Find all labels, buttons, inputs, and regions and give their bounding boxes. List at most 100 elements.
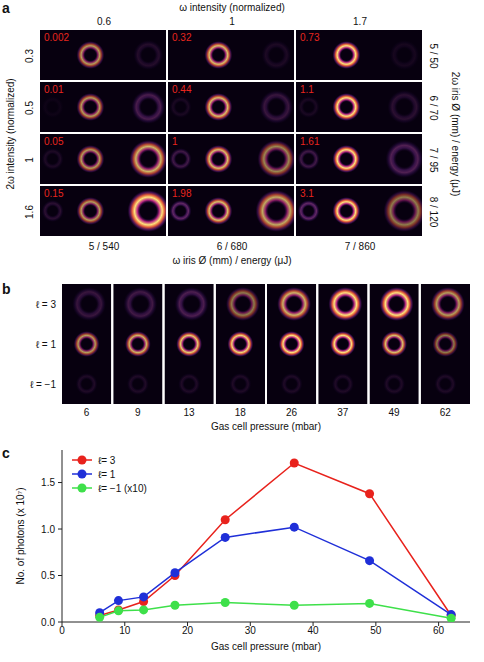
image-background (165, 284, 214, 404)
image-column (267, 284, 316, 404)
tick-label: 7 / 860 (345, 241, 376, 252)
image-background (40, 30, 166, 80)
image-column (318, 284, 367, 404)
image-background (296, 82, 422, 132)
image-column (165, 284, 214, 404)
beam-profile (259, 90, 293, 124)
cell-value: 0.32 (172, 32, 192, 43)
cell-value: 1.98 (172, 188, 192, 199)
beam-profile (332, 93, 360, 121)
axis-title: ω intensity (normalized) (179, 2, 285, 13)
panel-letter: c (2, 445, 10, 461)
cell-value: 0.002 (44, 32, 69, 43)
beam-profile (380, 287, 414, 321)
panel-letter: b (2, 281, 11, 297)
cell-value: 1 (172, 136, 178, 147)
tick-label: 1.6 (24, 205, 35, 219)
beam-profile (332, 373, 354, 395)
image-background (370, 284, 419, 404)
beam-profile (389, 40, 419, 70)
image-cell (40, 134, 166, 184)
cell-value: 0.01 (44, 84, 64, 95)
beam-profile (76, 145, 104, 173)
series-line (100, 602, 452, 618)
y-axis (62, 450, 63, 622)
tick-label: 13 (184, 407, 196, 418)
legend: ℓ= 3ℓ= 1ℓ= −1 (x10) (72, 455, 147, 494)
tick-label: 7 / 95 (428, 147, 439, 172)
image-cell (40, 186, 166, 236)
image-cell (296, 82, 422, 132)
row-label: ℓ = 1 (36, 339, 57, 350)
beam-profile (279, 331, 305, 357)
y-tick (58, 622, 62, 623)
beam-profile (175, 287, 209, 321)
figure: aω intensity (normalized)0.611.72ω inten… (0, 0, 484, 662)
data-point (365, 599, 374, 608)
x-axis (62, 622, 470, 623)
tick-label: 30 (245, 625, 257, 636)
tick-label: 6 / 680 (217, 241, 248, 252)
tick-label: 8 / 120 (428, 197, 439, 228)
beam-profile (42, 96, 64, 118)
beam-profile (127, 190, 166, 232)
beam-profile (383, 373, 405, 395)
tick-label: 26 (286, 407, 298, 418)
image-cell (168, 134, 294, 184)
beam-profile (72, 287, 106, 321)
cell-value: 1.61 (300, 136, 320, 147)
tick-label: 0.6 (97, 16, 111, 27)
row-label: ℓ = −1 (30, 379, 56, 390)
data-point (170, 568, 179, 577)
data-point (447, 614, 456, 622)
series-line (100, 463, 452, 615)
tick-label: 5 / 540 (89, 241, 120, 252)
data-point (139, 592, 148, 601)
data-point (114, 606, 123, 615)
tick-label: 0.5 (41, 570, 55, 581)
panel-b: bℓ = 3ℓ = 1ℓ = −169131826374962Gas cell … (2, 281, 470, 432)
beam-profile (432, 331, 458, 357)
beam-profile (170, 96, 192, 118)
image-cell (296, 134, 422, 184)
beam-profile (76, 373, 98, 395)
tick-label: 1.7 (353, 16, 367, 27)
axis-title: Gas cell pressure (mbar) (211, 421, 321, 432)
tick-label: 6 / 70 (428, 95, 439, 120)
image-column (62, 284, 111, 404)
beam-profile (281, 373, 303, 395)
axis-title: ω iris Ø (mm) / energy (μJ) (172, 255, 291, 266)
beam-profile (298, 148, 320, 170)
beam-profile (129, 140, 166, 178)
beam-profile (387, 90, 421, 124)
tick-label: 6 (84, 407, 90, 418)
beam-profile (170, 148, 192, 170)
cell-value: 0.44 (172, 84, 192, 95)
tick-label: 20 (182, 625, 194, 636)
image-background (168, 30, 294, 80)
image-cell (296, 30, 422, 80)
cell-value: 0.05 (44, 136, 64, 147)
row-label: ℓ = 3 (36, 299, 57, 310)
data-point (221, 515, 230, 524)
beam-profile (332, 41, 360, 69)
legend-label: ℓ= −1 (x10) (98, 483, 147, 494)
data-point (221, 598, 230, 607)
data-point (365, 489, 374, 498)
axis-title: No. of photons (x 10⁷) (15, 487, 26, 584)
image-background (421, 284, 470, 404)
data-point (290, 523, 299, 532)
image-background (168, 82, 294, 132)
panel-letter: a (2, 0, 10, 16)
beam-profile (76, 93, 104, 121)
data-point (365, 556, 374, 565)
image-background (113, 284, 162, 404)
data-point (290, 601, 299, 610)
data-point (95, 613, 104, 622)
image-column (370, 284, 419, 404)
series-line (100, 527, 452, 614)
cell-value: 3.1 (300, 188, 314, 199)
beam-profile (125, 331, 151, 357)
beam-profile (431, 287, 465, 321)
panel-c: c01020304050600.00.51.01.5Gas cell press… (2, 445, 470, 652)
